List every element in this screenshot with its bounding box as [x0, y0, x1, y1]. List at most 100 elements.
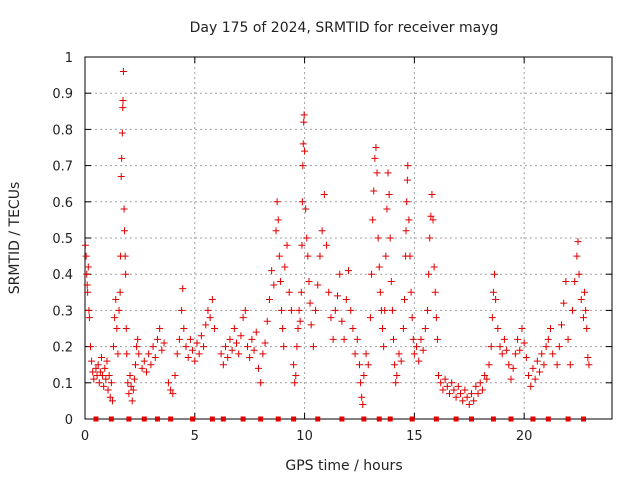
data-point — [123, 350, 131, 358]
data-point — [492, 296, 500, 304]
data-point — [491, 270, 499, 278]
data-point — [81, 241, 89, 249]
data-point — [371, 154, 379, 162]
data-point — [560, 299, 568, 307]
data-point — [178, 306, 186, 314]
data-point — [275, 252, 283, 260]
data-point — [316, 252, 324, 260]
data-point — [99, 372, 107, 380]
data-point — [278, 306, 286, 314]
data-point — [135, 350, 143, 358]
data-point — [122, 325, 130, 332]
data-point — [325, 288, 333, 296]
y-tick-label: 0.9 — [52, 87, 73, 102]
data-point — [397, 357, 405, 365]
data-point — [431, 288, 439, 296]
data-point — [151, 353, 159, 361]
data-point — [206, 314, 214, 322]
data-point — [149, 343, 157, 351]
data-point — [246, 353, 254, 361]
baseline-marker — [361, 416, 367, 422]
data-point — [345, 267, 352, 275]
data-point — [403, 198, 411, 206]
data-point — [507, 375, 515, 383]
data-point — [85, 314, 93, 322]
data-point — [274, 216, 282, 224]
data-point — [349, 325, 357, 332]
data-point — [261, 339, 269, 347]
data-point — [97, 353, 105, 361]
data-point — [441, 375, 449, 383]
data-point — [555, 343, 563, 351]
data-point — [119, 104, 127, 112]
data-point — [254, 364, 262, 372]
baseline-marker — [433, 416, 439, 422]
data-point — [406, 252, 414, 260]
data-point — [387, 277, 395, 285]
data-point — [359, 401, 367, 409]
data-point — [314, 281, 322, 289]
data-point — [300, 111, 308, 119]
y-tick-label: 0.5 — [52, 232, 73, 247]
data-point — [112, 296, 120, 304]
data-point — [516, 346, 524, 354]
data-point — [113, 325, 121, 332]
data-point — [379, 325, 387, 332]
data-point — [250, 346, 258, 354]
baseline-marker — [209, 416, 215, 422]
data-point — [108, 397, 116, 405]
y-tick-label: 0.7 — [52, 160, 73, 175]
baseline-marker — [387, 416, 393, 422]
data-point — [366, 314, 374, 322]
data-point — [564, 335, 572, 343]
baseline-marker — [545, 416, 551, 422]
data-point — [409, 335, 417, 343]
y-tick-label: 1 — [65, 51, 73, 66]
data-point — [372, 144, 380, 151]
data-point — [446, 390, 454, 398]
data-point — [520, 339, 528, 347]
data-point — [439, 386, 447, 394]
data-point — [527, 382, 535, 390]
data-point — [538, 350, 546, 358]
data-point — [83, 281, 91, 289]
data-point — [529, 364, 537, 372]
data-point — [373, 169, 381, 177]
data-point — [182, 343, 190, 351]
data-point — [186, 335, 194, 343]
data-point — [568, 306, 576, 314]
baseline-marker — [468, 416, 474, 422]
data-point — [312, 306, 320, 314]
data-point — [336, 270, 344, 278]
data-point — [579, 314, 587, 322]
x-tick-label: 20 — [516, 429, 533, 444]
data-point — [338, 317, 346, 325]
x-tick-label: 10 — [296, 429, 313, 444]
data-point — [132, 361, 140, 369]
baseline-marker — [93, 416, 99, 422]
data-point — [369, 216, 377, 224]
data-point — [382, 252, 390, 260]
data-point — [573, 252, 581, 260]
data-point — [353, 335, 361, 343]
data-point — [226, 335, 234, 343]
data-point — [474, 390, 482, 398]
baseline-marker — [240, 416, 246, 422]
data-point — [252, 328, 260, 336]
data-point — [327, 314, 335, 322]
data-point — [511, 350, 519, 358]
data-point — [304, 252, 312, 260]
data-point — [329, 335, 337, 343]
data-point — [184, 353, 192, 361]
y-axis-title: SRMTID / TECUs — [7, 182, 23, 295]
data-point — [173, 350, 181, 358]
data-point — [307, 321, 315, 329]
data-point — [536, 368, 544, 376]
data-point — [208, 296, 216, 304]
data-point — [391, 361, 399, 369]
data-point — [204, 306, 212, 314]
data-point — [557, 321, 565, 329]
y-tick-label: 0.6 — [52, 196, 73, 211]
data-point — [424, 306, 432, 314]
